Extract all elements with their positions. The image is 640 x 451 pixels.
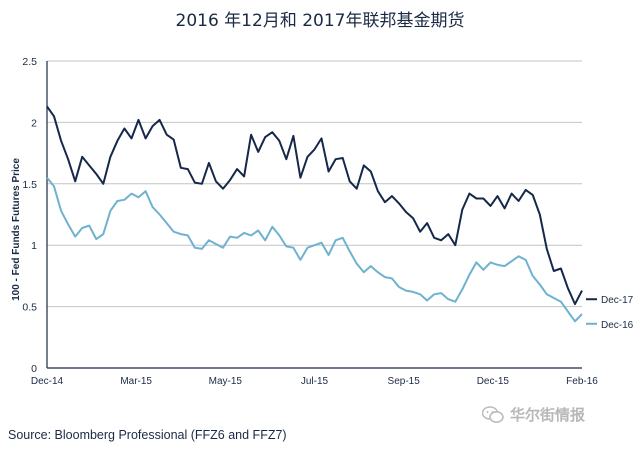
series-line-dec-17 xyxy=(46,105,583,306)
y-tick-label: 1 xyxy=(31,240,37,252)
x-tick-label: May-15 xyxy=(209,376,243,387)
x-tick-label: Sep-15 xyxy=(388,376,421,387)
x-tick-label: Dec-14 xyxy=(31,376,64,387)
y-tick-label: 1.5 xyxy=(22,179,37,191)
x-tick-label: Dec-15 xyxy=(477,376,510,387)
y-tick-label: 0.5 xyxy=(22,302,37,314)
series-line-dec-16 xyxy=(46,177,583,323)
y-tick-label: 0 xyxy=(31,363,37,375)
x-tick-label: Feb-16 xyxy=(566,376,598,387)
y-axis-label: 100 - Fed Funds Futures Price xyxy=(11,158,22,301)
wechat-icon xyxy=(481,405,504,424)
x-tick-label: Mar-15 xyxy=(120,376,152,387)
y-tick-label: 2.5 xyxy=(22,56,37,68)
y-tick-label: 2 xyxy=(31,117,37,129)
watermark-label: 华尔街情报 xyxy=(510,407,586,424)
legend-label: Dec-16 xyxy=(601,320,634,331)
source-note: Source: Bloomberg Professional (FFZ6 and… xyxy=(8,428,287,442)
legend-label: Dec-17 xyxy=(601,295,634,306)
chart-title: 2016 年12月和 2017年联邦基金期货 xyxy=(175,11,465,31)
x-tick-label: Jul-15 xyxy=(301,376,329,387)
watermark: 华尔街情报 xyxy=(481,404,586,425)
